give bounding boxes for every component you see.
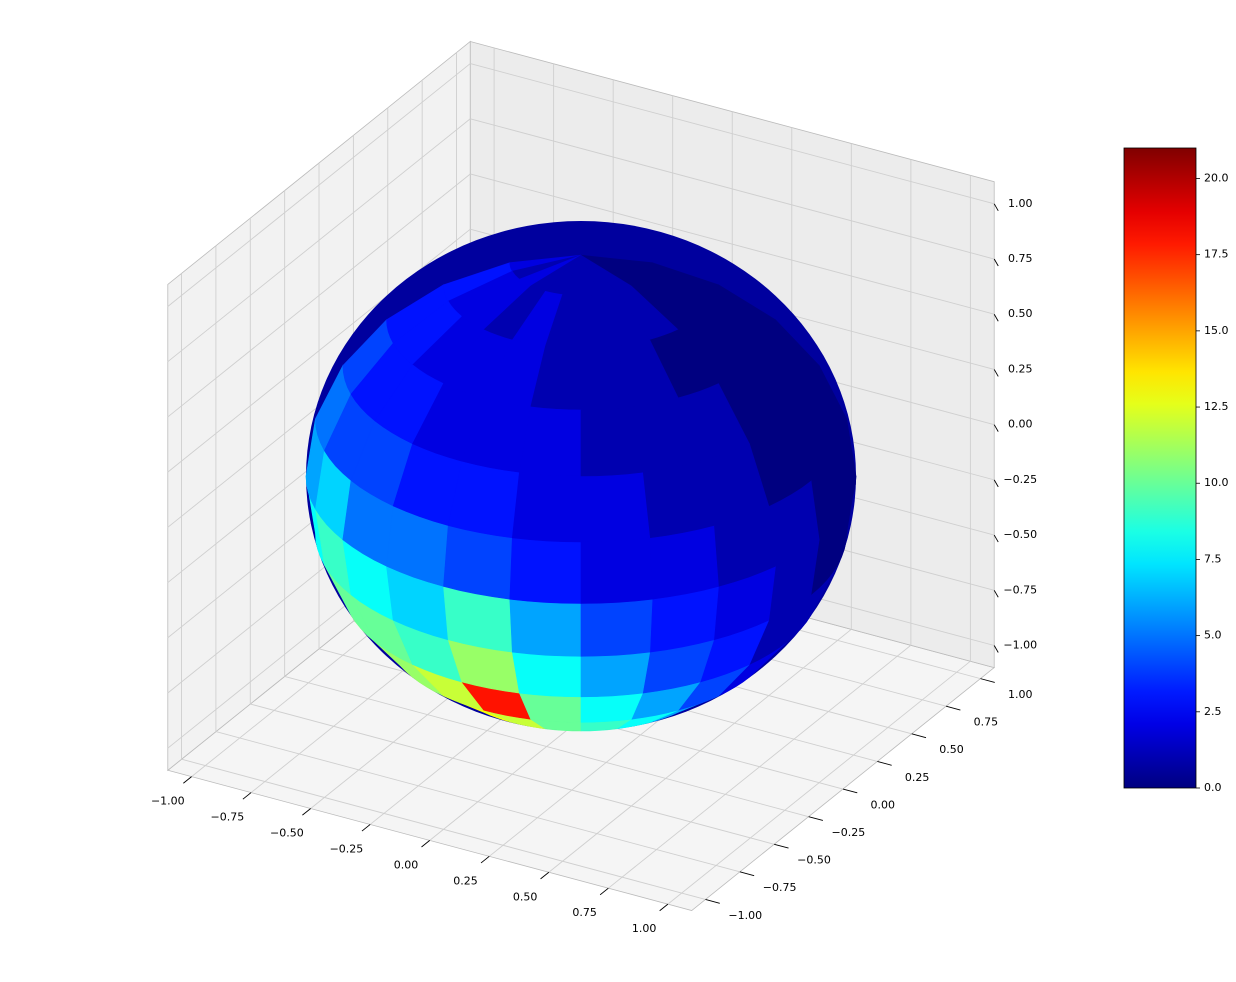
surface-patch xyxy=(511,471,582,543)
y-tick-label: −0.75 xyxy=(763,881,797,894)
z-tick-label: 0.25 xyxy=(1008,362,1033,375)
surface-patch xyxy=(509,537,582,604)
surface-patch xyxy=(630,397,701,473)
surface-patch xyxy=(511,651,582,698)
grid-line xyxy=(470,118,995,260)
surface-patch xyxy=(509,598,582,657)
surface xyxy=(305,221,857,732)
y-tick-label: −0.25 xyxy=(832,826,866,839)
surface-patch xyxy=(677,383,750,462)
x-tick xyxy=(242,792,252,800)
colorbar-bar xyxy=(1123,147,1197,789)
y-tick-label: −1.00 xyxy=(728,909,762,922)
x-tick xyxy=(599,887,609,896)
z-tick-label: −1.00 xyxy=(1003,639,1037,652)
grid-line xyxy=(167,118,471,363)
y-tick xyxy=(774,843,789,849)
grid-line xyxy=(470,63,995,205)
surface-patch xyxy=(580,537,653,604)
z-tick-label: 1.00 xyxy=(1008,197,1033,210)
grid-line xyxy=(167,63,471,307)
grid-line xyxy=(470,173,995,315)
surface-patch xyxy=(580,471,651,543)
x-tick xyxy=(480,855,490,864)
y-tick xyxy=(911,733,927,739)
y-tick-label: 1.00 xyxy=(1008,688,1033,701)
axes: −1.00 −0.75 −0.50 −0.25 0.00 0.25 0.50 0.75 1.00… xyxy=(151,197,1037,935)
grid-line xyxy=(167,173,471,418)
z-tick-label: 0.00 xyxy=(1008,418,1033,431)
y-tick xyxy=(945,705,961,711)
grid-line xyxy=(284,675,809,818)
surface-patch xyxy=(580,406,643,477)
x-tick xyxy=(421,840,431,848)
surface-patch xyxy=(580,651,651,698)
y-tick xyxy=(808,816,824,821)
z-tick-label: 0.75 xyxy=(1008,252,1033,265)
y-tick xyxy=(705,899,720,904)
z-tick xyxy=(993,369,999,377)
colorbar-tick-label: 10.0 xyxy=(1204,476,1229,489)
x-tick-label: 0.25 xyxy=(453,874,478,887)
y-tick xyxy=(842,788,858,794)
surface-patch xyxy=(699,300,770,366)
y-tick-label: 0.50 xyxy=(939,743,964,756)
y-tick-label: 0.25 xyxy=(905,771,930,784)
z-tick xyxy=(993,479,999,488)
surface-patch xyxy=(519,406,582,477)
z-tick xyxy=(993,590,999,598)
z-tick xyxy=(993,203,999,212)
x-tick xyxy=(302,808,311,816)
x-tick-label: 1.00 xyxy=(632,922,657,935)
x-tick-label: −0.25 xyxy=(330,842,364,855)
y-tick xyxy=(980,678,995,683)
z-tick xyxy=(993,258,999,267)
x-tick xyxy=(659,903,669,912)
colorbar-tick-label: 0.0 xyxy=(1204,781,1222,794)
y-tick-label: 0.75 xyxy=(974,716,999,729)
y-tick xyxy=(877,761,892,766)
x-tick xyxy=(540,871,550,880)
x-tick-label: 0.00 xyxy=(394,858,419,871)
x-tick xyxy=(183,776,192,784)
z-tick-label: 0.50 xyxy=(1008,307,1033,320)
x-tick-label: 0.75 xyxy=(572,906,597,919)
z-tick xyxy=(993,534,999,543)
grid-line xyxy=(181,758,706,900)
x-tick-label: 0.50 xyxy=(513,890,538,903)
x-tick xyxy=(361,824,371,832)
z-tick xyxy=(993,314,999,322)
grid-line xyxy=(250,703,775,845)
colorbar-tick-label: 2.5 xyxy=(1204,705,1222,718)
colorbar-tick-label: 20.0 xyxy=(1204,171,1229,184)
colorbar-tick-label: 7.5 xyxy=(1204,552,1222,565)
z-tick-label: −0.50 xyxy=(1003,528,1037,541)
colorbar-tick-label: 12.5 xyxy=(1204,400,1229,413)
z-tick-label: −0.75 xyxy=(1003,583,1037,596)
z-tick xyxy=(993,424,999,432)
colorbar-tick-label: 17.5 xyxy=(1204,248,1229,261)
colorbar-tick-label: 15.0 xyxy=(1204,324,1229,337)
colorbar-tick-label: 5.0 xyxy=(1204,629,1222,642)
surface-patch xyxy=(718,364,788,445)
z-tick xyxy=(993,645,999,653)
y-tick-label: −0.50 xyxy=(797,854,831,867)
y-tick-label: 0.00 xyxy=(871,798,896,811)
surface-patch xyxy=(580,598,653,657)
z-tick-label: −0.25 xyxy=(1003,473,1037,486)
x-tick-label: −0.50 xyxy=(270,827,304,840)
grid-line xyxy=(215,731,740,873)
y-tick xyxy=(739,871,755,877)
x-tick-label: −1.00 xyxy=(151,795,185,808)
colorbar: 0.0 2.5 5.0 7.5 10.0 12.5 15.0 17.5 20.0 xyxy=(1123,147,1229,794)
x-tick-label: −0.75 xyxy=(211,811,245,824)
